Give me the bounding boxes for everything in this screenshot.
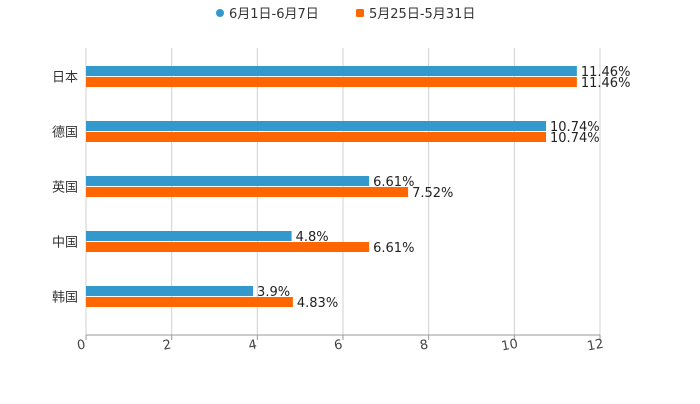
bar-week-jun1-7	[86, 121, 547, 131]
bar-week-may25-31	[86, 297, 293, 307]
x-tick-label: 2	[162, 337, 173, 353]
bar-week-may25-31	[86, 77, 577, 87]
data-label: 7.52%	[412, 186, 453, 201]
data-label: 4.83%	[297, 296, 338, 311]
x-tick-label: 4	[247, 337, 258, 353]
x-tick-label: 10	[500, 337, 519, 355]
data-label: 3.9%	[257, 285, 290, 300]
data-label: 11.46%	[581, 76, 631, 91]
data-label: 6.61%	[373, 175, 414, 190]
legend-marker	[356, 9, 364, 17]
data-label: 6.61%	[373, 241, 414, 256]
x-tick-label: 6	[333, 337, 344, 353]
bar-week-jun1-7	[86, 286, 254, 296]
bar-week-jun1-7	[86, 176, 370, 186]
y-category-label: 日本	[52, 71, 78, 86]
data-label: 4.8%	[296, 230, 329, 245]
y-category-label: 英国	[52, 181, 78, 196]
x-tick-label: 0	[76, 337, 87, 353]
bar-week-jun1-7	[86, 66, 577, 76]
y-category-label: 德国	[52, 126, 78, 141]
bar-week-may25-31	[86, 242, 370, 252]
bar-week-may25-31	[86, 187, 409, 197]
x-tick-label: 8	[419, 337, 430, 353]
bar-week-jun1-7	[86, 231, 292, 241]
legend-label: 6月1日-6月7日	[229, 7, 319, 22]
y-category-label: 中国	[52, 236, 78, 251]
data-label: 11.46%	[581, 65, 631, 80]
legend-label: 5月25日-5月31日	[369, 7, 475, 22]
data-label: 10.74%	[550, 120, 600, 135]
y-category-label: 韩国	[52, 291, 78, 306]
x-tick-label: 12	[586, 337, 605, 355]
data-label: 10.74%	[550, 131, 600, 146]
bar-week-may25-31	[86, 132, 547, 142]
legend-marker	[216, 9, 224, 17]
